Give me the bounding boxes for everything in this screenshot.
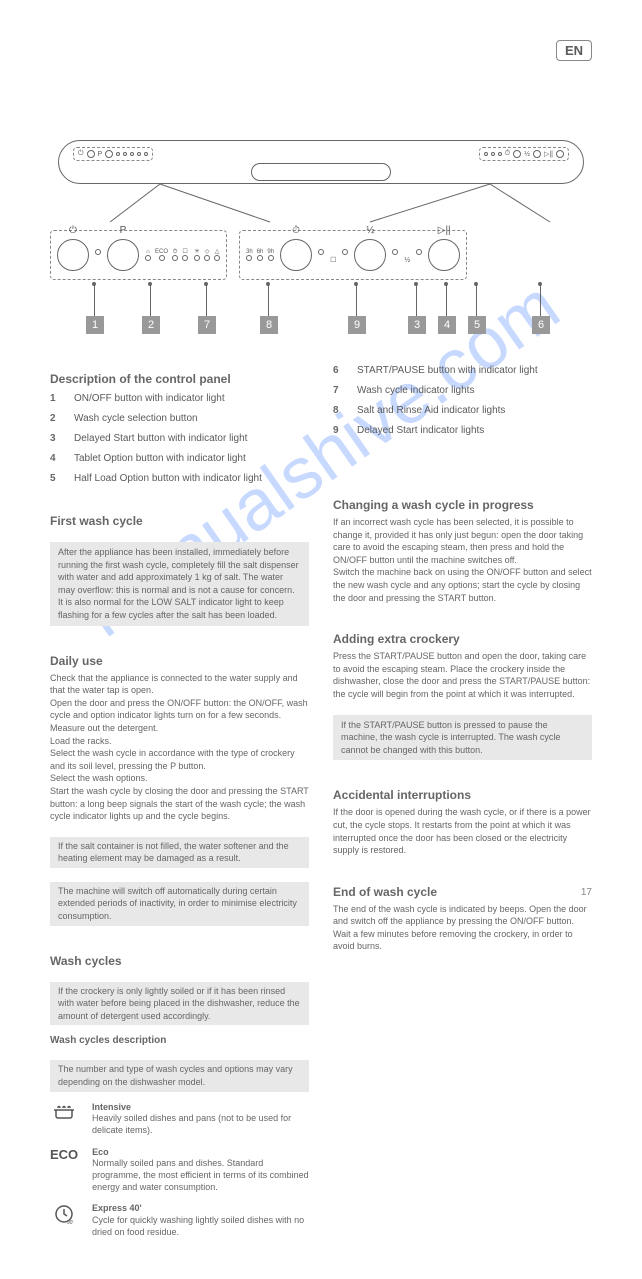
salt-rinse-leds: ✳ ◇ △ (194, 249, 220, 261)
power-icon: ⏻ (69, 225, 77, 236)
delay-button (280, 239, 312, 271)
half-load-button (354, 239, 386, 271)
pot-icon (50, 1102, 78, 1127)
cycle-intensive: IntensiveHeavily soiled dishes and pans … (50, 1102, 309, 1137)
end-cycle-title: End of wash cycle (333, 885, 592, 899)
clock-icon: ⏱ (292, 225, 300, 236)
power-button (57, 239, 89, 271)
cp-item-1: ON/OFF button with indicator light (74, 392, 225, 406)
daily-step-5: Select the wash cycle in accordance with… (50, 747, 309, 772)
language-badge: EN (556, 40, 592, 61)
tablet-icon: ☐ (330, 256, 336, 264)
changing-cycle-title: Changing a wash cycle in progress (333, 498, 592, 512)
program-button (107, 239, 139, 271)
daily-step-6: Select the wash options. (50, 772, 309, 785)
detail-row: ⏻ P ⌂ ECO ⏱ ☐ (50, 230, 592, 280)
panel-left-group: ⏻ P (73, 147, 153, 161)
cp-item-6: START/PAUSE button with indicator light (357, 364, 538, 378)
daily-step-2: Open the door and press the ON/OFF butto… (50, 697, 309, 722)
delay-leds: 3h 6h 9h (246, 249, 274, 261)
detail-group-right: 3h 6h 9h ⏱ ☐ ½ ½ (239, 230, 467, 280)
wash-cycles-title: Wash cycles (50, 954, 309, 968)
daily-use-band: If the salt container is not filled, the… (50, 837, 309, 868)
first-wash-title: First wash cycle (50, 514, 309, 528)
cycle-eco: ECO EcoNormally soiled pans and dishes. … (50, 1147, 309, 1194)
program-label: P (120, 225, 127, 236)
daily-step-7: Start the wash cycle by closing the door… (50, 785, 309, 823)
cp-item-2: Wash cycle selection button (74, 412, 198, 426)
end-cycle-band: If the START/PAUSE button is pressed to … (333, 715, 592, 761)
adding-crockery-title: Adding extra crockery (333, 632, 592, 646)
control-panel-title: Description of the control panel (50, 372, 309, 386)
daily-use-title: Daily use (50, 654, 309, 668)
daily-use-band2: The machine will switch off automaticall… (50, 882, 309, 926)
panel-right-group: ⏱ ½ ▷|| (479, 147, 569, 161)
wash-cycles-band: If the crockery is only lightly soiled o… (50, 982, 309, 1026)
daily-step-3: Measure out the detergent. (50, 722, 309, 735)
first-wash-band: After the appliance has been installed, … (50, 542, 309, 626)
cp-item-7: Wash cycle indicator lights (357, 384, 474, 398)
half-icon: ½ (404, 257, 410, 264)
callout-numbers: 1 2 7 8 9 3 4 5 6 (50, 316, 592, 336)
interruptions-text: If the door is opened during the wash cy… (333, 806, 592, 856)
wash-cycles-desc-title: Wash cycles description (50, 1035, 309, 1046)
adding-crockery-text: Press the START/PAUSE button and open th… (333, 650, 592, 700)
cp-item-8: Salt and Rinse Aid indicator lights (357, 404, 505, 418)
daily-step-1: Check that the appliance is connected to… (50, 672, 309, 697)
wash-cycles-desc-band: The number and type of wash cycles and o… (50, 1060, 309, 1091)
cp-item-5: Half Load Option button with indicator l… (74, 472, 262, 486)
clock-icon: 90' (50, 1203, 78, 1232)
eco-icon: ECO (50, 1147, 78, 1164)
panel-overview: ⏻ P ⏱ ½ ▷|| (58, 140, 584, 184)
end-cycle-text: The end of the wash cycle is indicated b… (333, 903, 592, 953)
cp-item-3: Delayed Start button with indicator ligh… (74, 432, 247, 446)
display-window (251, 163, 391, 181)
cycle-express: 90' Express 40'Cycle for quickly washing… (50, 1203, 309, 1238)
cp-item-4: Tablet Option button with indicator ligh… (74, 452, 246, 466)
daily-step-4: Load the racks. (50, 735, 309, 748)
detail-group-left: ⏻ P ⌂ ECO ⏱ ☐ (50, 230, 227, 280)
callout-connector-lines (50, 184, 590, 224)
start-pause-button (428, 239, 460, 271)
half-load-label: ½ (366, 225, 374, 236)
wash-cycle-leds: ⌂ ECO ⏱ ☐ (145, 249, 188, 261)
play-pause-icon: ▷|| (438, 225, 451, 236)
control-panel-diagram: ⏻ P ⏱ ½ ▷|| (50, 140, 592, 336)
cp-item-9: Delayed Start indicator lights (357, 424, 484, 438)
changing-cycle-text: If an incorrect wash cycle has been sele… (333, 516, 592, 604)
interruptions-title: Accidental interruptions (333, 788, 592, 802)
svg-text:90': 90' (67, 1220, 74, 1225)
